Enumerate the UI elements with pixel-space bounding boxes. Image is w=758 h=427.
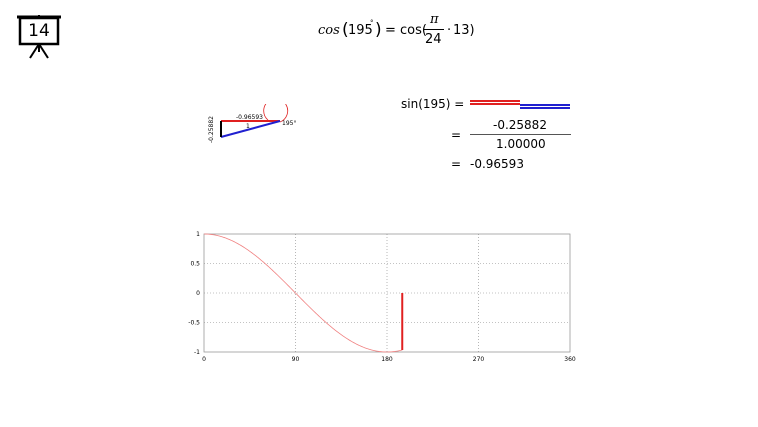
sine-fraction-bar	[470, 134, 571, 135]
sine-result: -0.96593	[470, 157, 524, 171]
opposite-label: -0.25882	[207, 116, 215, 143]
y-tick-label: -0.5	[188, 320, 200, 327]
y-tick-label: 0.5	[190, 261, 200, 268]
y-tick-label: 0	[196, 290, 200, 297]
x-tick-label: 0	[202, 356, 206, 363]
formula-frac-num: π	[430, 12, 439, 27]
angle-label: 195°	[282, 120, 297, 127]
numerator-bar-2	[470, 103, 520, 105]
chart-series	[203, 233, 404, 353]
formula-dot: ·	[447, 23, 452, 38]
slide-number: 14	[28, 21, 50, 41]
angle-arc	[263, 104, 289, 123]
denominator-bar-2	[520, 107, 570, 109]
formula-frac-den: 24	[425, 32, 442, 47]
hypotenuse-label: 1	[246, 123, 250, 130]
formula-equals: =	[385, 23, 396, 38]
chart-ticks: 0 90 180 270 360 1 0.5 0 -0.5 -1	[188, 231, 576, 363]
x-tick-label: 90	[292, 356, 300, 363]
sine-denominator: 1.00000	[496, 137, 546, 151]
adjacent-label: -0.96593	[236, 114, 263, 121]
formula-multiplier: 13)	[453, 23, 475, 38]
y-tick-label: -1	[194, 349, 200, 356]
formula-degree: °	[370, 19, 374, 27]
numerator-bar-1	[470, 100, 520, 102]
denominator-bar-1	[520, 104, 570, 106]
sine-eq2: =	[451, 128, 462, 142]
y-tick-label: 1	[196, 231, 200, 238]
formula-lhs-arg: 195	[348, 23, 373, 38]
formula-rhs-func: cos(	[400, 23, 427, 38]
sine-lhs: sin(195) =	[401, 97, 465, 111]
title-formula: cos ( 195 ° ) = cos( π 24 · 13)	[318, 12, 475, 47]
cosine-chart: 0 90 180 270 360 1 0.5 0 -0.5 -1	[188, 231, 576, 363]
x-tick-label: 360	[564, 356, 576, 363]
cosine-curve	[203, 233, 403, 353]
sine-numerator: -0.25882	[493, 118, 547, 132]
formula-frac-bar	[424, 29, 444, 30]
slide-number-icon: 14	[16, 14, 62, 60]
x-tick-label: 270	[473, 356, 485, 363]
x-tick-label: 180	[381, 356, 393, 363]
unit-triangle	[220, 104, 289, 138]
presentation-board-icon	[17, 15, 61, 59]
hypotenuse-side	[220, 120, 281, 138]
sine-eq3: =	[451, 157, 462, 171]
formula-lhs-func: cos	[318, 23, 340, 38]
